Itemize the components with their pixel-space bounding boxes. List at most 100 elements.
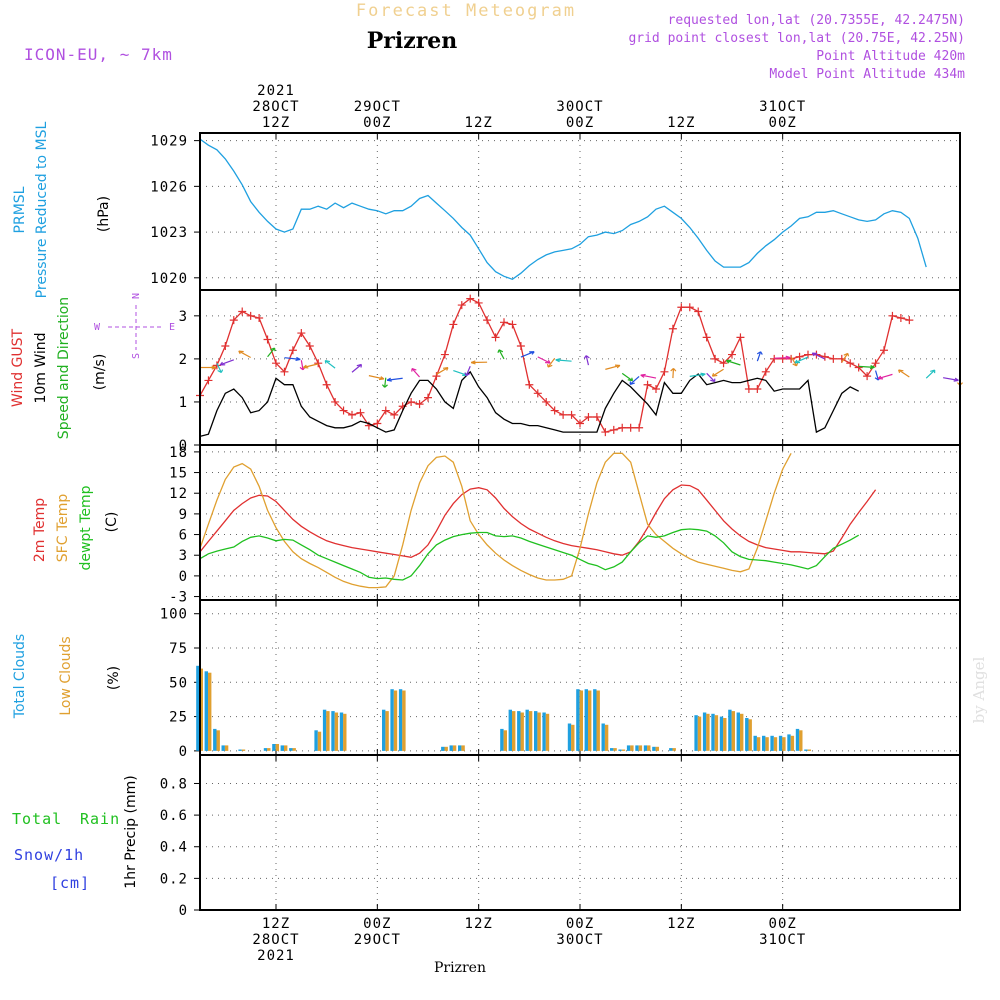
wind-direction-arrow — [386, 377, 403, 381]
cloud-bar-low — [630, 745, 634, 751]
gust-marker — [728, 350, 736, 359]
bottom-axis-label: 00Z — [769, 916, 797, 932]
wind-arrow-head — [356, 363, 362, 368]
cloud-bar-low — [748, 719, 752, 751]
wind-direction-arrow — [384, 377, 387, 388]
wind-arrow-head — [794, 359, 801, 364]
temperature-panel: -3 0 3 6 9 12 15 18 — [169, 444, 961, 606]
cloud-bar-low — [275, 744, 279, 751]
gust-marker — [466, 294, 475, 303]
gust-marker — [229, 316, 238, 325]
cloud-bar-low — [267, 748, 271, 751]
cloud-bar-low — [528, 711, 533, 751]
wind-arrow-head — [303, 364, 309, 369]
gust-marker — [500, 318, 508, 327]
model-altitude: Model Point Altitude 434m — [769, 67, 965, 82]
wind-arrow-head — [211, 365, 217, 370]
y-tick-label: 9 — [179, 507, 188, 523]
model-label: ICON-EU, ~ 7km — [24, 45, 173, 64]
temp-panel-labels: 2m Temp SFC Temp dewpt Temp (C) — [32, 485, 120, 570]
wind-direction-arrow — [621, 372, 633, 382]
cloud-bar-low — [545, 713, 550, 751]
wind-direction-arrow — [629, 375, 640, 385]
wind-arrow-head — [710, 378, 716, 383]
wind-arrow-head — [270, 347, 276, 352]
wind-arrow-head — [898, 369, 904, 374]
cloud-bar-low — [799, 730, 803, 751]
wind-direction-arrow — [555, 359, 572, 362]
wind-arrow-head — [725, 359, 732, 364]
gust-marker — [305, 341, 314, 350]
top-axis-label: 31OCT — [759, 99, 806, 115]
cloud-bar-total — [525, 709, 529, 751]
gust-marker — [677, 303, 686, 312]
y-tick-label: 12 — [169, 486, 188, 502]
cloud-bar-low — [731, 711, 735, 751]
top-axis-label: 2021 — [257, 83, 295, 99]
wind-label-speed-dir: Speed and Direction — [56, 297, 72, 439]
y-tick-label: 25 — [169, 710, 188, 726]
wind-arrow-head — [785, 355, 791, 360]
wind-direction-arrow — [300, 360, 304, 370]
gust-marker — [618, 423, 627, 432]
bottom-axis-label: 12Z — [465, 916, 493, 932]
y-tick-label: 18 — [169, 445, 188, 461]
gust-marker — [846, 359, 855, 368]
bottom-axis-label: 29OCT — [354, 932, 401, 948]
wind-direction-arrow — [465, 366, 471, 376]
precipitation-panel: 0 0.2 0.4 0.6 0.8 — [160, 754, 961, 919]
cloud-bar-low — [604, 724, 609, 751]
cloud-bar-low — [647, 745, 651, 751]
wind-direction-arrow — [605, 364, 621, 370]
gust-marker — [297, 329, 306, 338]
wind-direction-arrow — [498, 349, 505, 360]
gust-marker — [626, 423, 635, 432]
wind-arrow-head — [583, 355, 590, 359]
cloud-bar-low — [385, 711, 389, 751]
cloud-bar-total — [508, 709, 512, 751]
cloud-bar-low — [706, 713, 710, 751]
gust-marker — [778, 354, 787, 363]
gust-marker — [314, 359, 323, 368]
top-axis-label: 30OCT — [556, 99, 603, 115]
bottom-axis-label: 31OCT — [759, 932, 806, 948]
wind-direction-arrow — [368, 375, 385, 380]
wind-arrow-head — [378, 376, 385, 381]
cloud-bar-total — [331, 711, 335, 751]
cloud-bar-total — [204, 671, 208, 751]
pressure-panel: 1020 1023 1026 1029 — [150, 132, 961, 291]
gust-marker — [871, 359, 880, 368]
location-title: Prizren — [367, 28, 458, 54]
pressure-unit: (hPa) — [96, 196, 112, 232]
cloud-bar-low — [723, 718, 727, 751]
y-tick-label: 1026 — [150, 179, 188, 195]
cloud-bar-total — [542, 712, 546, 751]
wind-arrow-head — [711, 373, 718, 377]
series-line-2m-temp — [199, 484, 877, 558]
precip-label-rain: Rain — [80, 810, 120, 828]
wind-direction-arrow — [790, 356, 798, 367]
bottom-axis-label: 12Z — [667, 916, 695, 932]
cloud-bar-total — [576, 689, 580, 751]
wind-direction-arrow — [841, 353, 849, 363]
wind-direction-arrow — [238, 350, 251, 358]
wind-arrow-head — [217, 369, 224, 374]
wind-arrow-head — [324, 359, 331, 364]
cloud-bar-low — [621, 749, 626, 751]
y-tick-label: 2 — [179, 352, 188, 368]
wind-arrow-head — [792, 362, 799, 367]
gust-marker — [643, 380, 652, 389]
bottom-axis-label: 2021 — [257, 948, 295, 964]
requested-coords: requested lon,lat (20.7355E, 42.2475N) — [668, 13, 965, 28]
gust-marker — [390, 410, 399, 419]
y-tick-label: 0.2 — [160, 871, 188, 887]
cloud-bar-low — [503, 730, 507, 751]
wind-direction-arrow — [351, 364, 362, 373]
wind-direction-arrow — [216, 363, 222, 373]
cloud-bar-low — [740, 713, 744, 751]
gust-marker — [246, 311, 255, 320]
cloud-bar-low — [452, 745, 457, 751]
wind-direction-arrow — [858, 365, 875, 368]
wind-direction-arrow — [812, 352, 826, 360]
